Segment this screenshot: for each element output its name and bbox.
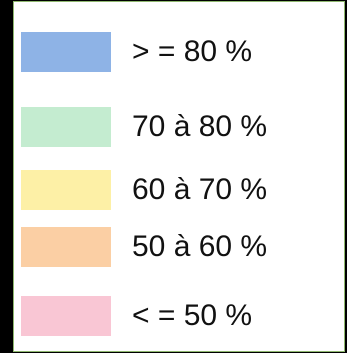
legend-swatch-green	[21, 107, 111, 147]
legend-swatch-orange	[21, 227, 111, 267]
legend-item-80-plus: > = 80 %	[14, 28, 344, 76]
legend-item-50-60: 50 à 60 %	[14, 223, 344, 271]
legend-item-70-80: 70 à 80 %	[14, 103, 344, 151]
legend-label: 60 à 70 %	[132, 173, 268, 206]
legend-item-60-70: 60 à 70 %	[14, 166, 344, 214]
legend-swatch-yellow	[21, 170, 111, 210]
legend-swatch-blue	[21, 32, 111, 72]
legend-item-50-minus: < = 50 %	[14, 292, 344, 340]
legend-label: 50 à 60 %	[132, 230, 268, 263]
map-legend: > = 80 % 70 à 80 % 60 à 70 % 50 à 60 % <…	[13, 1, 345, 352]
legend-label: > = 80 %	[132, 35, 253, 68]
legend-label: 70 à 80 %	[132, 110, 268, 143]
legend-swatch-pink	[21, 296, 111, 336]
legend-label: < = 50 %	[132, 299, 253, 332]
